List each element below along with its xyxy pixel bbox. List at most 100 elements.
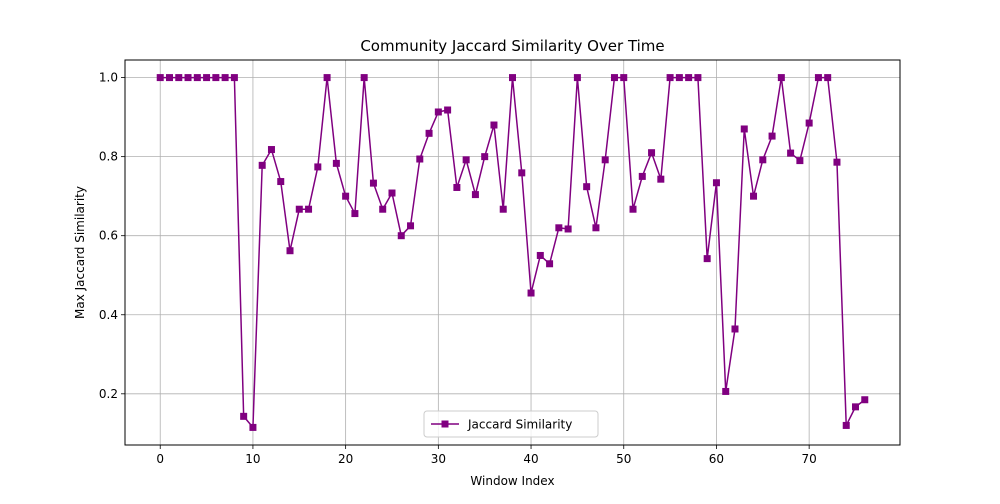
data-point-square-marker — [583, 183, 591, 191]
series-line-jaccard-similarity — [160, 76, 866, 429]
data-point-square-marker — [824, 74, 832, 82]
data-point-square-marker — [203, 74, 211, 82]
tick-layer: 0 10 20 30 40 50 60 70 0.2 0.4 0.6 0.8 1.0 — [99, 71, 817, 466]
data-point-square-marker — [444, 106, 452, 114]
legend[interactable]: Jaccard Similarity — [423, 410, 599, 438]
data-point-square-marker — [332, 159, 340, 167]
data-point-square-marker — [471, 191, 479, 199]
y-tick-label: 1.0 — [99, 71, 118, 85]
data-point-square-marker — [842, 421, 850, 429]
data-point-square-marker — [685, 74, 693, 82]
plot-frame — [124, 59, 901, 446]
data-point-square-marker — [768, 132, 776, 140]
data-point-square-marker — [453, 183, 461, 191]
x-tick-label: 0 — [156, 452, 164, 466]
data-point-square-marker — [397, 232, 405, 240]
data-point-square-marker — [407, 222, 415, 230]
data-point-square-marker — [175, 74, 183, 82]
data-point-square-marker — [564, 225, 572, 233]
data-point-square-marker — [796, 157, 804, 165]
y-axis-label: Max Jaccard Similarity — [73, 186, 87, 319]
data-point-square-marker — [156, 74, 164, 82]
data-point-square-marker — [314, 163, 322, 171]
data-point-square-marker — [731, 325, 739, 333]
data-point-square-marker — [805, 119, 813, 127]
data-point-square-marker — [286, 247, 294, 255]
x-tick-label: 40 — [523, 452, 538, 466]
y-tick-label: 0.8 — [99, 150, 118, 164]
data-point-square-marker — [814, 74, 822, 82]
data-point-square-marker — [342, 192, 350, 200]
data-point-square-marker — [712, 179, 720, 187]
data-point-square-marker — [592, 224, 600, 232]
data-point-square-marker — [165, 74, 173, 82]
legend-square-marker — [441, 420, 449, 428]
data-point-square-marker — [295, 205, 303, 213]
data-point-square-marker — [240, 412, 248, 420]
data-point-square-marker — [629, 205, 637, 213]
data-point-square-marker — [425, 129, 433, 137]
data-point-square-marker — [490, 121, 498, 129]
data-point-square-marker — [610, 74, 618, 82]
data-point-square-marker — [750, 192, 758, 200]
grid-lines — [125, 60, 900, 445]
chart-title: Community Jaccard Similarity Over Time — [360, 37, 664, 55]
data-point-square-marker — [703, 255, 711, 263]
data-point-square-marker — [481, 153, 489, 161]
data-point-square-marker — [351, 210, 359, 218]
data-point-square-marker — [416, 155, 424, 163]
data-point-square-marker — [267, 146, 275, 154]
data-point-square-marker — [536, 251, 544, 259]
data-point-square-marker — [379, 205, 387, 213]
y-tick-label: 0.2 — [99, 387, 118, 401]
data-point-square-marker — [722, 387, 730, 395]
legend-label-jaccard-similarity: Jaccard Similarity — [467, 418, 572, 432]
data-point-square-marker — [258, 161, 266, 169]
data-point-square-marker — [221, 74, 229, 82]
data-point-square-marker — [184, 74, 192, 82]
data-point-square-marker — [388, 189, 396, 197]
data-point-square-marker — [759, 156, 767, 164]
y-tick-label: 0.6 — [99, 229, 118, 243]
x-axis-label: Window Index — [470, 474, 554, 488]
data-point-square-marker — [518, 169, 526, 177]
data-point-square-marker — [601, 156, 609, 164]
data-point-square-marker — [675, 74, 683, 82]
x-tick-label: 10 — [245, 452, 260, 466]
data-point-square-marker — [434, 108, 442, 116]
data-point-square-marker — [323, 74, 331, 82]
data-point-square-marker — [620, 74, 628, 82]
data-point-square-marker — [546, 260, 554, 268]
data-point-square-marker — [212, 74, 220, 82]
data-point-square-marker — [852, 403, 860, 411]
series-layer — [156, 74, 869, 431]
data-point-square-marker — [657, 175, 665, 183]
data-point-square-marker — [648, 149, 656, 157]
x-tick-label: 70 — [802, 452, 817, 466]
x-tick-label: 50 — [616, 452, 631, 466]
data-point-square-marker — [833, 158, 841, 166]
legend-box — [423, 410, 599, 438]
data-point-square-marker — [277, 178, 285, 186]
x-tick-label: 60 — [709, 452, 724, 466]
data-point-square-marker — [509, 74, 516, 82]
data-point-square-marker — [462, 156, 470, 164]
x-tick-label: 20 — [338, 452, 353, 466]
y-tick-label: 0.4 — [99, 308, 118, 322]
data-point-square-marker — [230, 74, 238, 82]
data-point-square-marker — [305, 205, 313, 213]
data-point-square-marker — [360, 74, 368, 82]
data-point-square-marker — [499, 205, 507, 213]
data-point-square-marker — [573, 74, 581, 82]
data-point-square-marker — [787, 149, 795, 157]
data-point-square-marker — [555, 224, 563, 232]
data-point-square-marker — [249, 423, 257, 431]
data-point-square-marker — [638, 172, 646, 180]
x-tick-label: 30 — [431, 452, 446, 466]
data-point-square-marker — [193, 74, 201, 82]
data-point-square-marker — [666, 74, 674, 82]
data-point-square-marker — [527, 289, 535, 297]
data-point-square-marker — [740, 125, 748, 133]
